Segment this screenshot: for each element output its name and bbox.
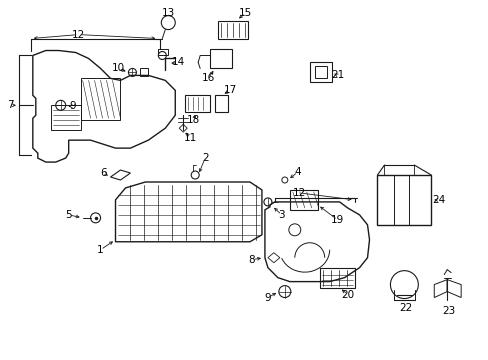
Text: 11: 11 (183, 133, 197, 143)
Text: 14: 14 (171, 58, 184, 67)
Text: 16: 16 (201, 73, 214, 84)
Text: 9: 9 (264, 293, 271, 302)
Text: 20: 20 (340, 289, 353, 300)
Text: 7: 7 (8, 100, 14, 110)
Text: 19: 19 (330, 215, 344, 225)
Text: 4: 4 (294, 167, 301, 177)
Text: 10: 10 (112, 63, 125, 73)
Text: 12: 12 (72, 30, 85, 40)
Text: 18: 18 (186, 115, 200, 125)
Text: 12: 12 (293, 188, 306, 198)
Text: 21: 21 (330, 71, 344, 80)
Text: 3: 3 (278, 210, 285, 220)
Text: 9: 9 (69, 101, 76, 111)
Text: 23: 23 (442, 306, 455, 316)
Text: 15: 15 (238, 8, 251, 18)
Text: 2: 2 (202, 153, 208, 163)
Text: 6: 6 (100, 168, 107, 178)
Text: 13: 13 (162, 8, 175, 18)
Text: 1: 1 (97, 245, 103, 255)
Text: 24: 24 (432, 195, 445, 205)
Text: 17: 17 (223, 85, 236, 95)
Text: 5: 5 (65, 210, 72, 220)
Text: 22: 22 (398, 302, 411, 312)
Text: 8: 8 (248, 255, 255, 265)
